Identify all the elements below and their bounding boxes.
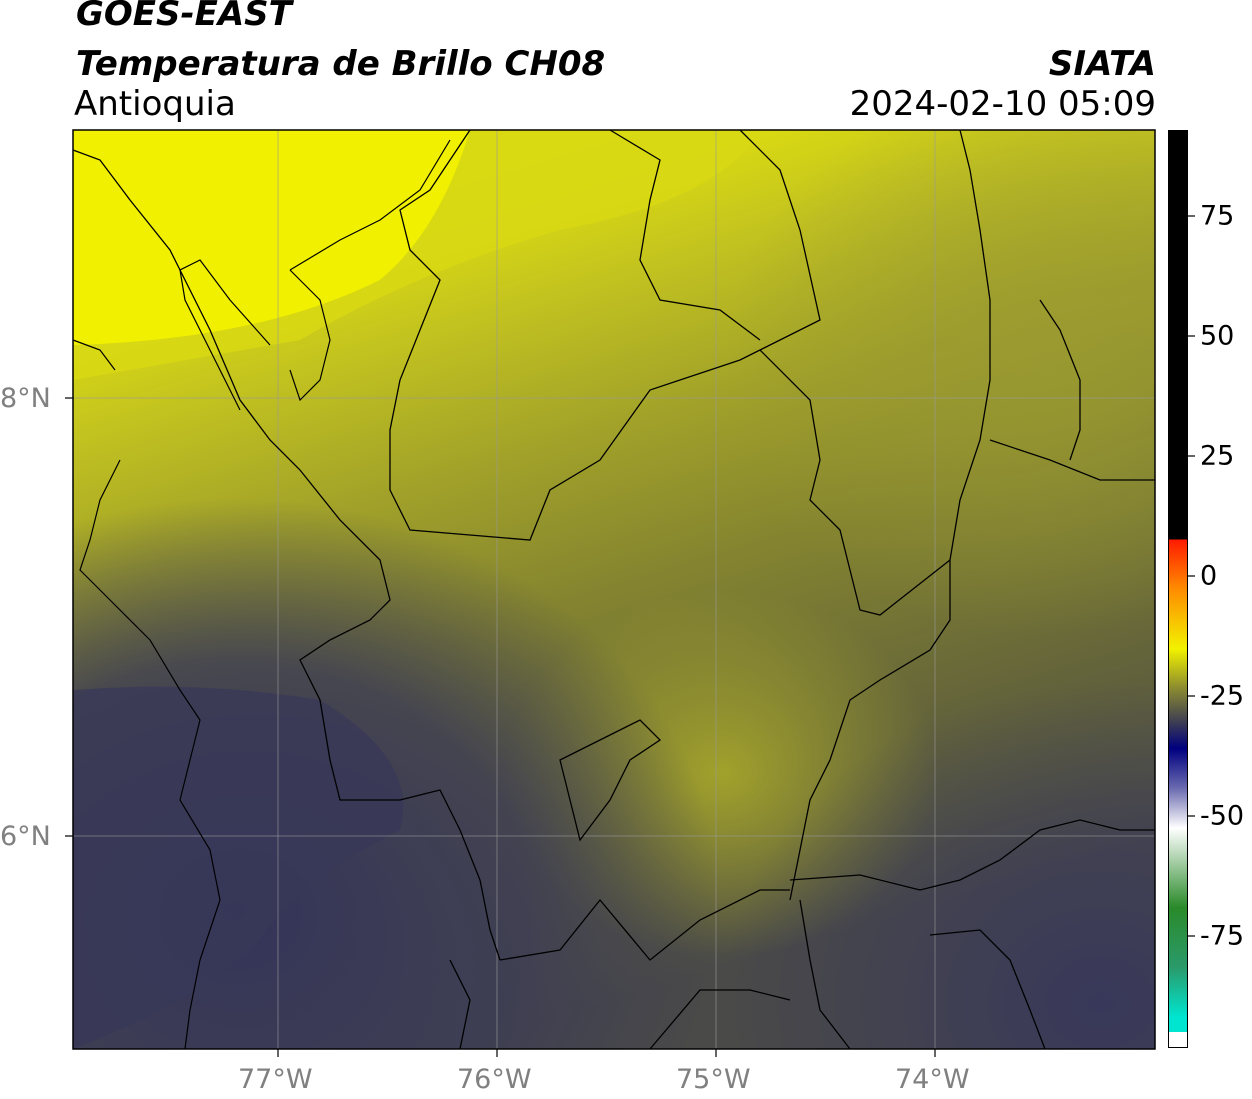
colorbar-label-minus-50: -50 — [1200, 800, 1245, 832]
administrative-boundaries — [72, 129, 1155, 1050]
colorbar-label-minus-25: -25 — [1200, 680, 1245, 712]
satellite-title: GOES-EAST — [76, 0, 292, 34]
colorbar-label-0: 0 — [1200, 560, 1218, 592]
colorbar-label-50: 50 — [1200, 320, 1235, 352]
temperature-field — [73, 130, 1155, 1049]
colorbar-label-75: 75 — [1200, 200, 1235, 232]
product-title: Temperatura de Brillo CH08 — [76, 44, 606, 84]
colorbar-label-25: 25 — [1200, 440, 1235, 472]
lon-label-76w: 76°W — [457, 1064, 532, 1095]
region-title: Antioquia — [74, 84, 236, 124]
colorbar-label-minus-75: -75 — [1200, 920, 1245, 952]
map-gridlines — [73, 130, 1155, 1049]
lon-label-74w: 74°W — [895, 1064, 970, 1095]
temperature-colorbar — [1168, 130, 1188, 1048]
lon-label-77w: 77°W — [238, 1064, 313, 1095]
coastline — [72, 139, 451, 1050]
lat-label-6n: 6°N — [0, 821, 51, 852]
colorbar-ticks — [1188, 215, 1195, 937]
timestamp-label: 2024-02-10 05:09 — [849, 84, 1156, 124]
agency-label: SIATA — [1048, 44, 1156, 84]
axis-ticks — [65, 397, 936, 1057]
lon-label-75w: 75°W — [676, 1064, 751, 1095]
lat-label-8n: 8°N — [0, 383, 51, 414]
map-frame — [72, 129, 1156, 1050]
